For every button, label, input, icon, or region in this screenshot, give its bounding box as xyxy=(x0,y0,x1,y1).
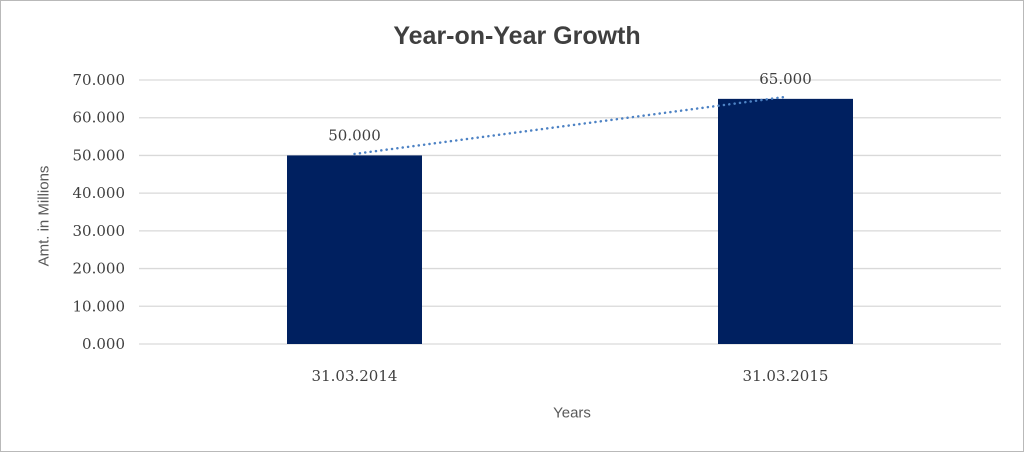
bar-data-label: 50.000 xyxy=(328,126,381,144)
bar xyxy=(718,98,853,344)
y-tick-label: 20.000 xyxy=(73,260,126,278)
x-tick-label: 31.03.2015 xyxy=(743,367,829,385)
y-tick-label: 50.000 xyxy=(73,146,126,164)
y-tick-label: 30.000 xyxy=(73,222,126,240)
y-tick-label: 60.000 xyxy=(73,109,126,127)
trendline xyxy=(353,95,787,156)
y-tick-label: 10.000 xyxy=(73,297,126,315)
x-tick-label: 31.03.2014 xyxy=(312,367,398,385)
bar xyxy=(287,155,422,344)
y-tick-label: 0.000 xyxy=(82,335,125,353)
y-tick-label: 40.000 xyxy=(73,184,126,202)
bar-data-label: 65.000 xyxy=(759,70,812,88)
x-axis-title: Years xyxy=(553,404,591,422)
chart-title: Year-on-Year Growth xyxy=(393,22,641,50)
y-tick-label: 70.000 xyxy=(73,71,126,89)
